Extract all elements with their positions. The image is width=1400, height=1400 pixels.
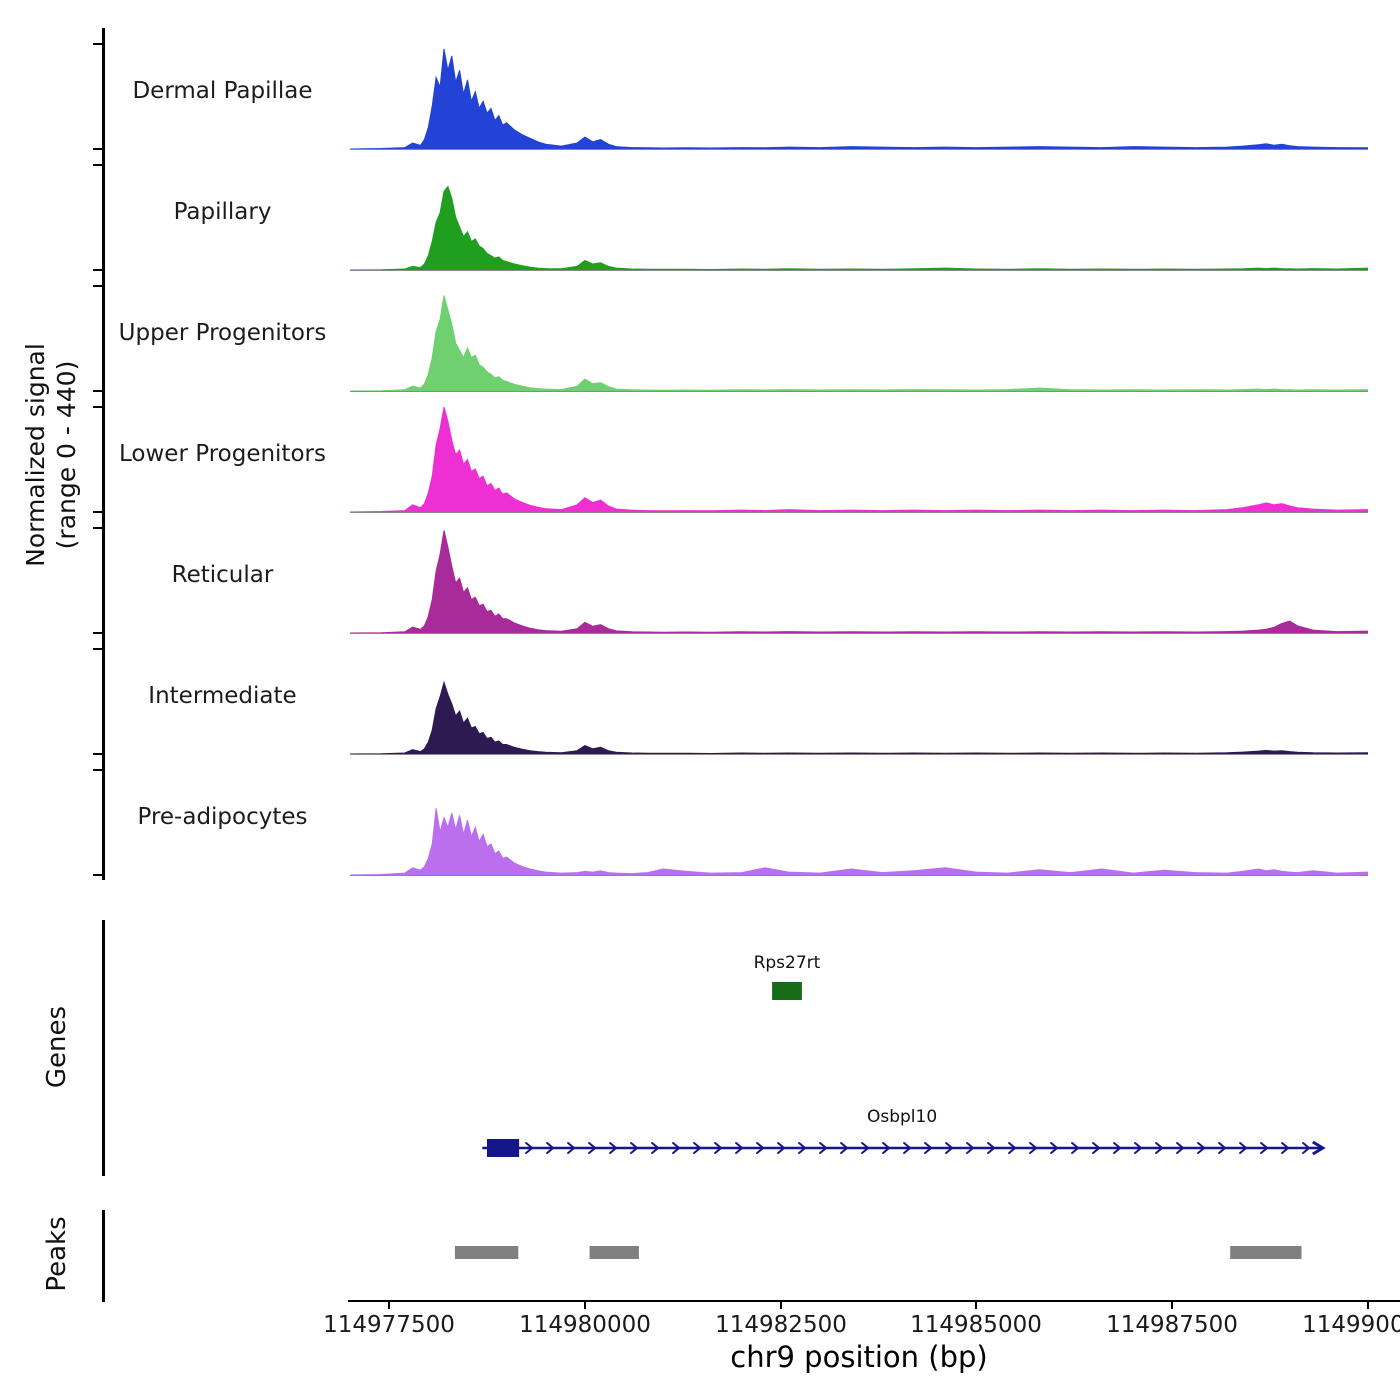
track-row-upper-progenitors: Upper Progenitors [0,272,1400,393]
axis-tick [93,148,102,150]
gene-exon [487,1139,520,1157]
x-tick-label: 114990000 [1302,1312,1400,1338]
x-tick-mark [1367,1302,1369,1309]
x-tick-mark [584,1302,586,1309]
genes-axis-spine [102,920,105,1176]
x-tick-label: 114982500 [715,1312,847,1338]
axis-tick [93,648,102,650]
signal-area [350,185,1368,271]
track-label: Dermal Papillae [132,78,313,104]
signal-polygon [350,406,1368,513]
peaks-axis-spine [102,1210,105,1302]
peak-box [454,1246,519,1259]
peak-box [1230,1246,1302,1259]
axis-tick [93,874,102,876]
track-label: Reticular [171,562,274,588]
signal-area [350,295,1368,392]
axis-tick [93,164,102,166]
x-tick-mark [780,1302,782,1309]
track-row-reticular: Reticular [0,514,1400,635]
axis-tick [93,285,102,287]
track-row-intermediate: Intermediate [0,635,1400,756]
axis-tick [93,632,102,634]
axis-tick [93,406,102,408]
signal-polygon [350,185,1368,271]
axis-tick [93,390,102,392]
x-tick-mark [388,1302,390,1309]
track-label: Lower Progenitors [119,441,326,467]
track-row-pre-adipocytes: Pre-adipocytes [0,756,1400,877]
track-row-papillary: Papillary [0,151,1400,272]
signal-area [350,406,1368,513]
x-tick-label: 114985000 [910,1312,1042,1338]
signal-polygon [350,680,1368,755]
peak-box [589,1246,639,1259]
x-tick-mark [1171,1302,1173,1309]
signal-polygon [350,808,1368,876]
x-tick-label: 114980000 [519,1312,651,1338]
signal-polygon [350,295,1368,392]
signal-area [350,808,1368,876]
x-axis-title: chr9 position (bp) [730,1340,988,1374]
axis-tick [93,269,102,271]
genes-track: Rps27rt Osbpl10 [482,953,1326,1157]
peaks-track [454,1246,1302,1259]
x-tick-label: 114977500 [323,1312,455,1338]
signal-polygon [350,48,1368,150]
x-tick-label: 114987500 [1106,1312,1238,1338]
gene-label: Osbpl10 [867,1107,937,1127]
peaks-section-label: Peaks [42,1216,72,1292]
gene-box [772,982,802,1000]
axis-tick [93,43,102,45]
track-row-dermal-papillae: Dermal Papillae [0,30,1400,151]
track-label: Intermediate [148,683,297,709]
axis-tick [93,527,102,529]
axis-tick [93,511,102,513]
gene-label: Rps27rt [754,953,821,973]
x-tick-mark [975,1302,977,1309]
tracks-axis-spine [102,28,105,880]
track-row-lower-progenitors: Lower Progenitors [0,393,1400,514]
track-label: Upper Progenitors [118,320,327,346]
gene-strand-chevrons [525,1142,1311,1154]
gene-end-arrowhead [1312,1140,1326,1156]
track-label: Pre-adipocytes [137,804,308,830]
signal-area [350,680,1368,755]
x-axis-line [348,1300,1400,1302]
signal-area [350,48,1368,150]
genes-section-label: Genes [42,1005,72,1089]
track-label: Papillary [173,199,272,225]
signal-area [350,530,1368,634]
axis-tick [93,769,102,771]
axis-tick [93,753,102,755]
signal-polygon [350,530,1368,634]
